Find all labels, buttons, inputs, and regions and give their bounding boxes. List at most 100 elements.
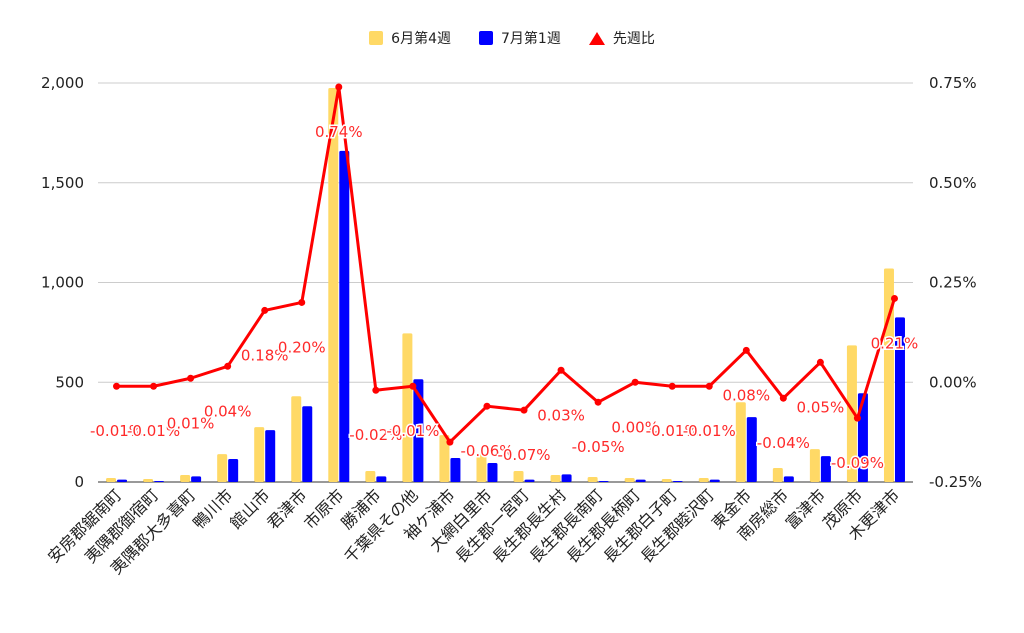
- legend-item-june-week4[interactable]: 6月第4週: [369, 28, 451, 48]
- bar-july-week1[interactable]: [487, 463, 498, 482]
- bar-june-week4[interactable]: [143, 479, 154, 482]
- bar-july-week1[interactable]: [783, 476, 794, 482]
- bar-june-week4[interactable]: [365, 471, 376, 482]
- bar-july-week1[interactable]: [524, 479, 535, 482]
- bar-june-week4[interactable]: [846, 345, 857, 482]
- bar-june-week4[interactable]: [402, 333, 413, 482]
- point-label: -0.01%: [683, 422, 736, 440]
- bar-june-week4[interactable]: [328, 87, 339, 483]
- bar-june-week4[interactable]: [254, 427, 265, 482]
- bar-june-week4[interactable]: [661, 479, 672, 482]
- legend-label-june-week4: 6月第4週: [391, 31, 451, 47]
- legend-swatch-july-week1: [479, 31, 493, 45]
- point-label: -0.02%: [349, 426, 402, 444]
- line-point[interactable]: [853, 414, 861, 422]
- line-point[interactable]: [594, 398, 602, 406]
- bar-july-week1[interactable]: [598, 481, 609, 482]
- point-label: 0.04%: [204, 402, 252, 420]
- bar-july-week1[interactable]: [154, 481, 165, 482]
- bar-june-week4[interactable]: [291, 396, 302, 482]
- line-point[interactable]: [150, 382, 158, 390]
- bar-july-week1[interactable]: [302, 406, 313, 482]
- bar-june-week4[interactable]: [587, 477, 598, 482]
- line-point[interactable]: [335, 83, 343, 91]
- line-point[interactable]: [446, 438, 454, 446]
- x-axis-tick-label: 君津市: [263, 485, 310, 532]
- right-axis-tick-label: 0.75%: [929, 74, 977, 92]
- point-label: 0.05%: [797, 398, 845, 416]
- point-label: 0.08%: [722, 386, 770, 404]
- point-labels: -0.01%-0.01%0.01%0.04%0.18%0.20%0.74%-0.…: [88, 121, 919, 473]
- point-label: -0.09%: [831, 454, 884, 472]
- bar-june-week4[interactable]: [698, 478, 709, 482]
- legend-swatch-june-week4: [369, 31, 384, 45]
- bar-july-week1[interactable]: [265, 430, 276, 482]
- line-point[interactable]: [742, 346, 750, 354]
- bar-july-week1[interactable]: [413, 379, 424, 482]
- left-axis-tick-label: 0: [74, 473, 84, 491]
- week-over-week-line: [116, 85, 896, 444]
- right-axis-tick-label: -0.25%: [929, 473, 982, 491]
- bar-june-week4[interactable]: [180, 475, 191, 482]
- line-series: [113, 83, 898, 446]
- x-axis-tick-label: 市原市: [300, 485, 347, 532]
- bar-july-week1[interactable]: [672, 481, 683, 482]
- left-axis-tick-label: 1,500: [41, 174, 84, 192]
- line-point[interactable]: [557, 366, 565, 374]
- line-point[interactable]: [298, 298, 306, 306]
- line-point[interactable]: [631, 378, 639, 386]
- line-point[interactable]: [409, 382, 417, 390]
- point-label: -0.05%: [572, 438, 625, 456]
- x-axis-tick-labels: 安房郡鋸南町夷隅郡御宿町夷隅郡大多喜町鴨川市館山市君津市市原市勝浦市千葉県その他…: [44, 485, 903, 578]
- bar-july-week1[interactable]: [561, 474, 572, 482]
- bar-june-week4[interactable]: [513, 471, 524, 482]
- bar-june-week4[interactable]: [550, 475, 561, 482]
- bar-june-week4[interactable]: [439, 435, 450, 482]
- bar-july-week1[interactable]: [746, 417, 757, 482]
- line-point[interactable]: [187, 374, 195, 382]
- bar-july-week1[interactable]: [635, 479, 646, 482]
- point-label: -0.01%: [646, 422, 699, 440]
- legend-triangle-icon: [588, 31, 605, 45]
- bar-july-week1[interactable]: [117, 479, 128, 482]
- bar-june-week4[interactable]: [106, 478, 117, 482]
- line-point[interactable]: [224, 362, 232, 370]
- legend-label-july-week1: 7月第1週: [501, 31, 561, 47]
- bar-july-week1[interactable]: [820, 456, 831, 482]
- bar-july-week1[interactable]: [450, 458, 461, 482]
- line-point[interactable]: [779, 394, 787, 402]
- line-point[interactable]: [816, 358, 824, 366]
- point-label: 0.00%: [611, 418, 659, 436]
- bar-july-week1[interactable]: [894, 317, 905, 482]
- line-point[interactable]: [261, 306, 269, 314]
- left-axis-tick-label: 500: [55, 373, 84, 391]
- right-axis-tick-label: 0.00%: [929, 373, 977, 391]
- bar-june-week4[interactable]: [217, 454, 228, 482]
- line-point[interactable]: [890, 294, 898, 302]
- left-axis-tick-labels: 0 500 1,000 1,500 2,000: [41, 74, 84, 491]
- line-point[interactable]: [483, 402, 491, 410]
- bar-june-week4[interactable]: [735, 402, 746, 482]
- line-point[interactable]: [372, 386, 380, 394]
- bar-june-week4[interactable]: [624, 478, 635, 482]
- bar-july-week1[interactable]: [339, 150, 350, 482]
- line-point[interactable]: [668, 382, 676, 390]
- legend-item-week-over-week[interactable]: 先週比: [588, 28, 655, 48]
- bar-june-week4[interactable]: [809, 449, 820, 482]
- bar-july-week1[interactable]: [709, 479, 720, 482]
- line-point[interactable]: [705, 382, 713, 390]
- bar-july-week1[interactable]: [376, 476, 387, 482]
- right-axis-tick-label: 0.50%: [929, 174, 977, 192]
- line-point[interactable]: [520, 406, 528, 414]
- bar-series: [106, 87, 905, 483]
- line-point[interactable]: [113, 382, 121, 390]
- bar-june-week4[interactable]: [476, 454, 487, 482]
- bar-july-week1[interactable]: [228, 459, 239, 482]
- bar-july-week1[interactable]: [857, 393, 868, 482]
- point-label: 0.74%: [315, 123, 363, 141]
- bar-july-week1[interactable]: [191, 476, 202, 482]
- x-axis-tick-label: 富津市: [782, 485, 829, 532]
- bar-june-week4[interactable]: [772, 468, 783, 482]
- legend-item-july-week1[interactable]: 7月第1週: [479, 28, 561, 48]
